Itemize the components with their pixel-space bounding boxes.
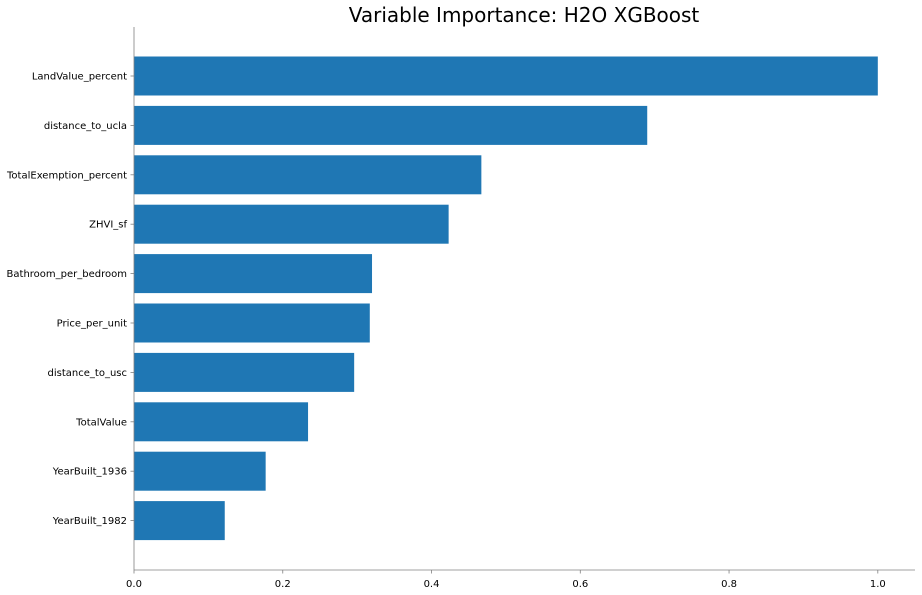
x-tick-label: 0.2 (275, 579, 291, 590)
y-tick-label: Bathroom_per_bedroom (7, 269, 127, 280)
bar-distance-to-ucla (134, 105, 648, 145)
bar-distance-to-usc (134, 352, 355, 392)
bar-yearbuilt-1982 (134, 501, 225, 541)
y-tick-label: TotalExemption_percent (6, 170, 127, 181)
x-tick-label: 0.4 (424, 579, 440, 590)
bar-bathroom-per-bedroom (134, 254, 373, 294)
y-tick-label: TotalValue (75, 417, 127, 428)
bar-landvalue-percent (134, 56, 878, 96)
x-tick-label: 1.0 (870, 579, 886, 590)
bar-totalexemption-percent (134, 155, 482, 195)
x-tick-label: 0.8 (721, 579, 737, 590)
x-tick-label: 0.6 (572, 579, 588, 590)
y-tick-label: distance_to_usc (48, 368, 127, 379)
y-tick-labels: LandValue_percent distance_to_ucla TotalEx… (6, 72, 134, 527)
y-tick-label: YearBuilt_1982 (52, 516, 127, 527)
bars-group (134, 56, 878, 541)
bar-price-per-unit (134, 303, 370, 343)
y-tick-label: ZHVI_sf (89, 220, 127, 231)
bar-zhvi-sf (134, 204, 449, 244)
bar-yearbuilt-1936 (134, 451, 266, 491)
y-tick-label: YearBuilt_1936 (52, 467, 127, 478)
chart-title: Variable Importance: H2O XGBoost (349, 3, 700, 27)
x-tick-label: 0.0 (126, 579, 142, 590)
x-axis: 0.0 0.2 0.4 0.6 0.8 1.0 (126, 570, 886, 590)
y-tick-label: LandValue_percent (32, 72, 127, 83)
bar-totalvalue (134, 402, 309, 442)
y-tick-label: Price_per_unit (57, 319, 127, 330)
y-tick-label: distance_to_ucla (44, 121, 127, 132)
